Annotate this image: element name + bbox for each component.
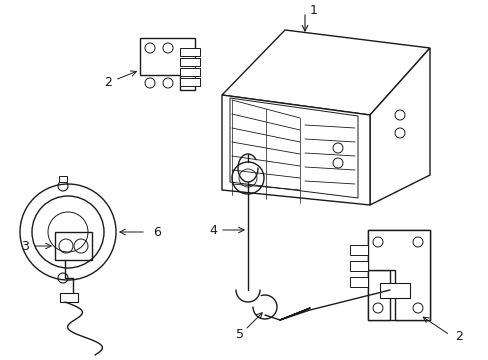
Polygon shape: [59, 176, 67, 182]
Polygon shape: [140, 38, 195, 90]
Polygon shape: [349, 245, 367, 255]
Polygon shape: [349, 261, 367, 271]
Polygon shape: [222, 95, 369, 205]
Text: 1: 1: [309, 4, 317, 17]
Polygon shape: [180, 68, 200, 76]
Polygon shape: [349, 277, 367, 287]
Polygon shape: [379, 283, 409, 298]
Polygon shape: [369, 48, 429, 205]
Polygon shape: [367, 230, 429, 320]
Polygon shape: [367, 270, 389, 320]
Polygon shape: [222, 30, 429, 115]
Polygon shape: [55, 232, 92, 260]
Polygon shape: [180, 58, 200, 66]
Text: 3: 3: [21, 239, 29, 252]
Polygon shape: [180, 48, 200, 56]
Polygon shape: [180, 78, 200, 86]
Text: 4: 4: [209, 224, 217, 237]
Polygon shape: [367, 230, 429, 320]
Polygon shape: [60, 293, 78, 302]
Text: 2: 2: [454, 330, 462, 343]
Text: 5: 5: [236, 328, 244, 342]
Text: 6: 6: [153, 225, 161, 239]
Text: 2: 2: [104, 76, 112, 89]
